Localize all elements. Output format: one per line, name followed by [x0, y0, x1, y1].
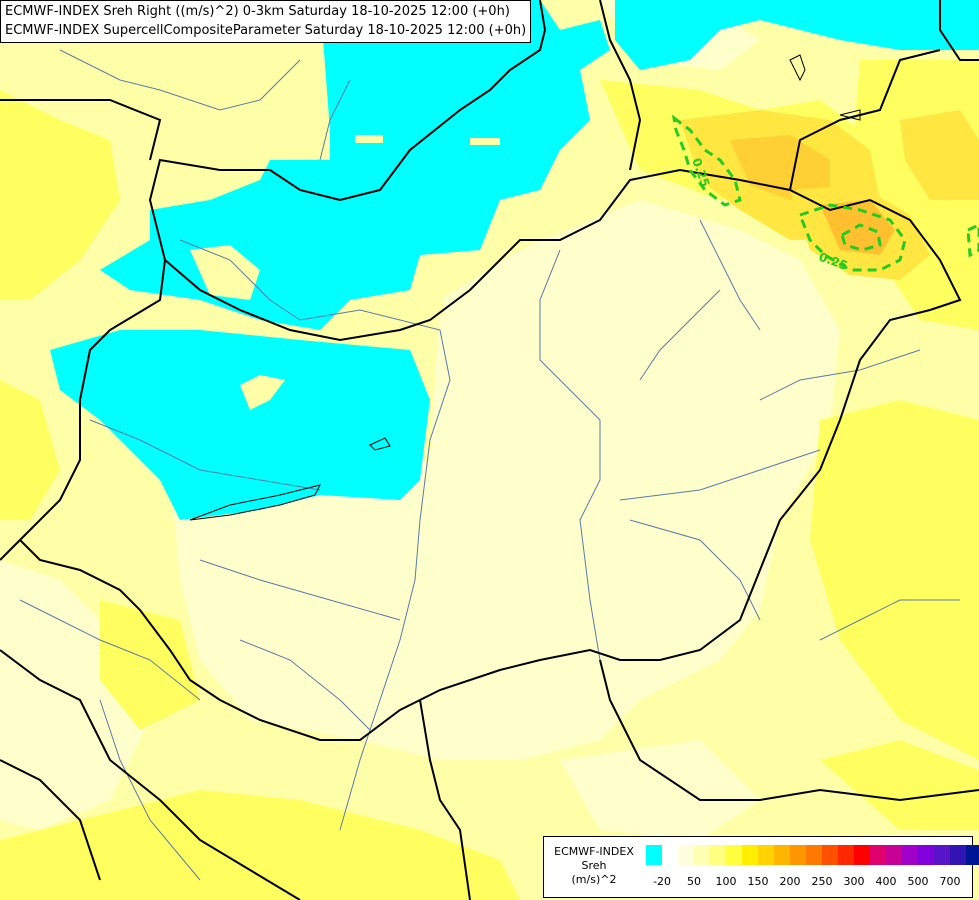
- legend-swatch: [662, 845, 678, 865]
- legend-swatch: [902, 845, 918, 865]
- legend-swatch: [774, 845, 790, 865]
- legend-swatch: [694, 845, 710, 865]
- legend-tick-label: -20: [653, 875, 671, 888]
- legend-swatch: [870, 845, 886, 865]
- legend-swatch: [838, 845, 854, 865]
- legend-swatch: [742, 845, 758, 865]
- rivers: [19, 49, 960, 881]
- legend-tick-label: 250: [811, 875, 833, 888]
- legend-tick-label: 500: [907, 875, 929, 888]
- legend-swatch: [934, 845, 950, 865]
- legend-swatch: [790, 845, 806, 865]
- legend-swatch: [886, 845, 902, 865]
- legend-tick-label: 400: [875, 875, 897, 888]
- legend-swatch: [646, 845, 662, 865]
- legend-title-line: Sreh: [581, 859, 607, 872]
- scp-contours: [671, 114, 979, 272]
- legend-swatch: [678, 845, 694, 865]
- legend-swatch: [758, 845, 774, 865]
- legend-swatch: [726, 845, 742, 865]
- map-title: ECMWF-INDEX Sreh Right ((m/s)^2) 0-3km S…: [0, 0, 532, 43]
- legend-tick-label: 700: [939, 875, 961, 888]
- legend-tick-label: 100: [715, 875, 737, 888]
- legend-tick-label: 300: [843, 875, 865, 888]
- legend-swatch: [710, 845, 726, 865]
- color-scale-legend: ECMWF-INDEX Sreh (m/s)^2 -20 50 100 150 200 2…: [543, 836, 979, 898]
- title-line-2: ECMWF-INDEX SupercellCompositeParameter …: [5, 23, 527, 38]
- legend-swatch: [822, 845, 838, 865]
- legend-tick-label: 150: [747, 875, 769, 888]
- legend-title-line: (m/s)^2: [571, 873, 617, 886]
- legend-swatches: [646, 845, 979, 865]
- legend-swatch: [950, 845, 966, 865]
- lakes: [189, 54, 861, 521]
- legend-swatch: [806, 845, 822, 865]
- legend-swatch: [966, 845, 979, 865]
- legend-swatch: [918, 845, 934, 865]
- legend-tick-label: 200: [779, 875, 801, 888]
- legend-title-line: ECMWF-INDEX: [554, 845, 634, 858]
- legend-title: ECMWF-INDEX Sreh (m/s)^2: [546, 845, 642, 887]
- title-line-1: ECMWF-INDEX Sreh Right ((m/s)^2) 0-3km S…: [5, 4, 510, 19]
- legend-swatch: [854, 845, 870, 865]
- legend-tick-label: 50: [687, 875, 701, 888]
